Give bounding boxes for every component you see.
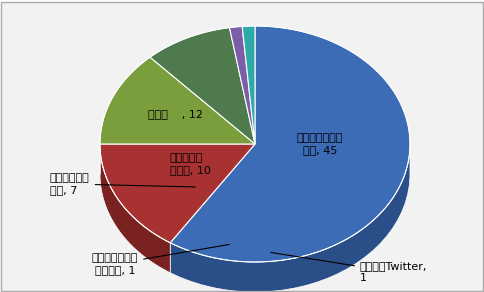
Text: 別のページの
案内, 7: 別のページの 案内, 7: [50, 173, 195, 195]
Polygon shape: [170, 147, 409, 292]
Polygon shape: [100, 57, 255, 144]
Polygon shape: [150, 28, 255, 144]
Text: 図書館ウェブサ
イト, 45: 図書館ウェブサ イト, 45: [296, 133, 343, 155]
Polygon shape: [242, 26, 255, 144]
Text: 検索エンジンで
見つけた, 1: 検索エンジンで 見つけた, 1: [91, 244, 229, 275]
Polygon shape: [100, 144, 170, 273]
Polygon shape: [229, 26, 255, 144]
Polygon shape: [170, 26, 409, 262]
Text: その他    , 12: その他 , 12: [148, 109, 203, 119]
Text: ブログ・Twitter,
1: ブログ・Twitter, 1: [270, 253, 426, 283]
Text: 他の人から
聞いた, 10: 他の人から 聞いた, 10: [170, 153, 211, 175]
Polygon shape: [100, 144, 255, 243]
